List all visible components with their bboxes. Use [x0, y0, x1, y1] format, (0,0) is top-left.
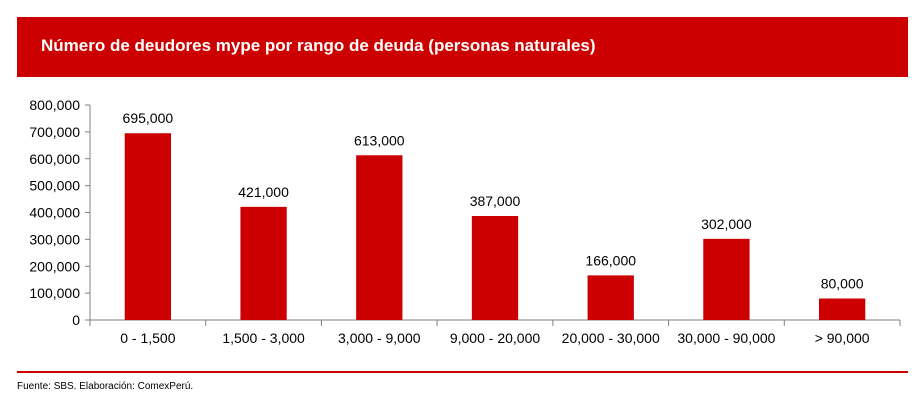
x-tick-label: 20,000 - 30,000	[562, 330, 660, 346]
bar	[819, 298, 866, 320]
x-tick-label: 30,000 - 90,000	[677, 330, 775, 346]
x-tick-label: > 90,000	[815, 330, 870, 346]
y-tick-label: 400,000	[29, 205, 80, 221]
bar	[240, 206, 287, 320]
y-tick-label: 200,000	[29, 258, 80, 274]
data-label: 80,000	[821, 276, 864, 292]
data-label: 387,000	[470, 193, 521, 209]
bar	[471, 215, 519, 320]
y-tick-label: 500,000	[29, 178, 80, 194]
y-tick-label: 700,000	[29, 124, 80, 140]
x-tick-label: 1,500 - 3,000	[222, 330, 305, 346]
data-label: 166,000	[585, 252, 636, 268]
bar	[356, 155, 403, 320]
y-tick-label: 300,000	[29, 231, 80, 247]
source-note: Fuente: SBS. Elaboración: ComexPerú.	[17, 381, 194, 392]
y-tick-label: 0	[72, 312, 80, 328]
data-label: 613,000	[354, 132, 405, 148]
bar	[124, 133, 171, 320]
chart-title-bar: Número de deudores mype por rango de deu…	[17, 17, 908, 77]
y-tick-label: 100,000	[29, 285, 80, 301]
y-tick-label: 800,000	[29, 97, 80, 113]
x-tick-label: 9,000 - 20,000	[450, 330, 541, 346]
footer-divider	[17, 371, 908, 373]
data-label: 695,000	[123, 110, 174, 126]
chart-title: Número de deudores mype por rango de deu…	[41, 36, 596, 55]
data-label: 302,000	[701, 216, 752, 232]
y-tick-label: 600,000	[29, 151, 80, 167]
x-tick-label: 3,000 - 9,000	[338, 330, 421, 346]
x-tick-label: 0 - 1,500	[120, 330, 175, 346]
data-label: 421,000	[238, 184, 289, 200]
bar	[587, 275, 634, 320]
bar	[703, 238, 750, 320]
